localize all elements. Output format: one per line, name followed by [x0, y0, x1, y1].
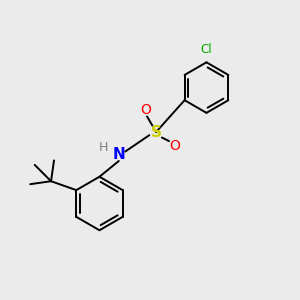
Text: O: O	[169, 139, 180, 152]
Text: O: O	[140, 103, 151, 117]
Text: H: H	[99, 140, 109, 154]
Text: S: S	[150, 125, 161, 140]
Text: Cl: Cl	[201, 43, 212, 56]
Text: N: N	[112, 147, 125, 162]
